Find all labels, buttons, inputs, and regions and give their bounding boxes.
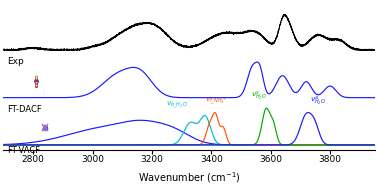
Text: $\nu^s_{H_2O}$: $\nu^s_{H_2O}$ [251,89,267,102]
Text: $\nu_{b\_H_2O}$: $\nu_{b\_H_2O}$ [166,100,188,111]
Text: $\nu^a_{H_2O}$: $\nu^a_{H_2O}$ [310,95,326,107]
Text: FT-DACF: FT-DACF [7,105,42,114]
Text: $\nu_{f\_NH_4^+}$: $\nu_{f\_NH_4^+}$ [205,96,226,107]
Text: Exp: Exp [7,57,24,66]
Text: FT-VACF: FT-VACF [7,146,40,155]
X-axis label: Wavenumber (cm$^{-1}$): Wavenumber (cm$^{-1}$) [138,170,240,185]
